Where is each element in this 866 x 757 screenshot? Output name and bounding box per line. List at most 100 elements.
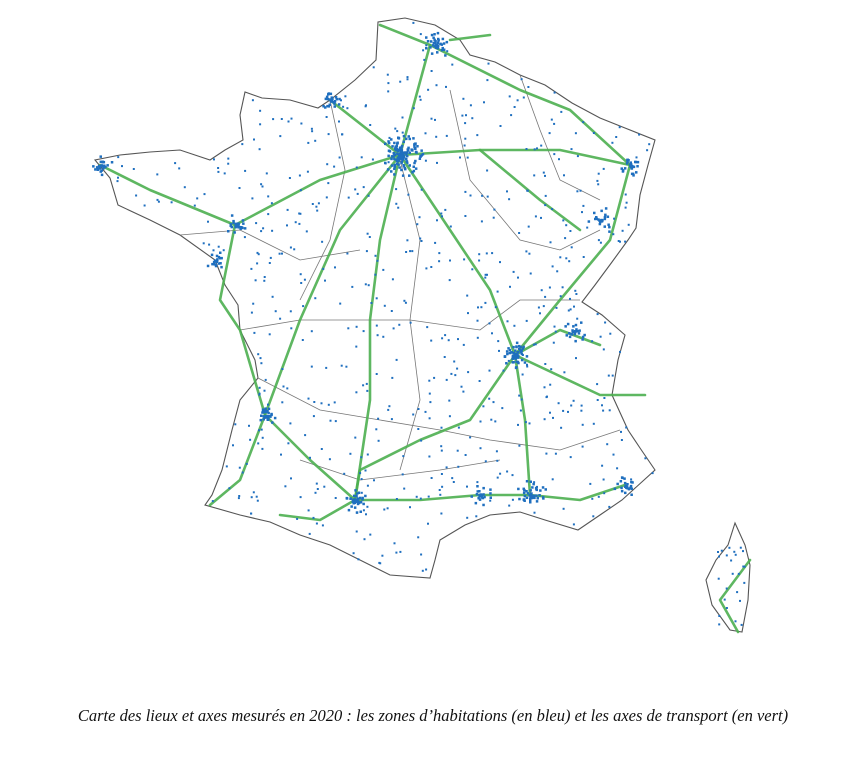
- habitation-zone: [461, 114, 464, 117]
- habitation-zone: [514, 357, 518, 360]
- habitation-zone: [366, 505, 369, 508]
- habitation-zone: [739, 546, 742, 549]
- habitation-zone: [290, 117, 293, 120]
- habitation-zone: [274, 310, 277, 313]
- habitation-zone: [395, 551, 398, 554]
- habitation-zone: [725, 554, 728, 557]
- habitation-zone: [103, 164, 106, 167]
- habitation-zone: [464, 137, 467, 140]
- habitation-zone: [417, 408, 420, 410]
- habitation-zone: [266, 418, 269, 421]
- habitation-zone: [596, 313, 599, 316]
- habitation-zone: [646, 149, 649, 152]
- habitation-zone: [717, 551, 719, 553]
- habitation-zone: [330, 96, 333, 99]
- habitation-zone: [362, 384, 365, 387]
- habitation-zone: [511, 474, 514, 477]
- habitation-zone: [440, 512, 443, 515]
- habitation-zone: [384, 142, 387, 146]
- habitation-zone: [416, 145, 419, 148]
- habitation-zone: [425, 44, 428, 47]
- habitation-zone: [364, 494, 367, 498]
- habitation-zone: [430, 117, 433, 120]
- habitation-zone: [609, 332, 612, 335]
- habitation-zone: [267, 415, 270, 418]
- habitation-zone: [270, 413, 273, 417]
- habitation-zone: [558, 158, 560, 161]
- habitation-zone: [471, 268, 474, 271]
- habitation-zone: [419, 155, 422, 158]
- habitation-zone: [298, 212, 301, 215]
- habitation-zone: [98, 167, 101, 170]
- habitation-zone: [435, 135, 438, 138]
- habitation-zone: [273, 416, 277, 420]
- habitation-zone: [413, 145, 416, 148]
- habitation-zone: [494, 420, 497, 423]
- habitation-zone: [396, 141, 399, 144]
- habitation-zone: [475, 515, 478, 518]
- habitation-zone: [420, 240, 423, 242]
- habitation-zone: [553, 153, 556, 156]
- habitation-zone: [518, 344, 521, 348]
- habitation-zone: [346, 252, 349, 255]
- habitation-zone: [359, 501, 363, 504]
- habitation-zone: [718, 623, 721, 626]
- habitation-zone: [607, 374, 610, 377]
- habitation-zone: [543, 386, 546, 389]
- habitation-zone: [496, 459, 499, 462]
- habitation-zone: [367, 194, 370, 197]
- habitation-zone: [543, 418, 546, 421]
- habitation-zone: [440, 473, 443, 475]
- habitation-zone: [278, 252, 281, 255]
- habitation-zone: [393, 165, 396, 169]
- habitation-zone: [636, 165, 639, 168]
- habitation-zone: [429, 40, 433, 43]
- habitation-zone: [508, 348, 512, 352]
- habitation-zone: [437, 44, 440, 47]
- habitation-zone: [620, 486, 623, 490]
- habitation-zone: [457, 465, 460, 468]
- habitation-zone: [219, 251, 222, 254]
- habitation-zone: [445, 378, 448, 381]
- habitation-zone: [478, 498, 482, 501]
- habitation-zone: [632, 165, 636, 169]
- habitation-zone: [718, 615, 721, 617]
- habitation-zone: [347, 508, 351, 512]
- habitation-zone: [446, 50, 449, 53]
- habitation-zone: [506, 352, 509, 356]
- habitation-zone: [599, 335, 602, 338]
- habitation-zone: [420, 188, 423, 191]
- habitation-zone: [157, 200, 160, 203]
- habitation-zone: [406, 148, 409, 151]
- habitation-zone: [562, 219, 565, 222]
- habitation-zone: [395, 188, 398, 191]
- habitation-zone: [362, 509, 365, 512]
- habitation-zone: [625, 162, 629, 165]
- habitation-zone: [241, 471, 244, 474]
- habitation-zone: [355, 530, 358, 533]
- habitation-zone: [533, 174, 536, 177]
- habitation-zone: [398, 156, 402, 159]
- habitation-zone: [106, 164, 109, 167]
- habitation-zone: [596, 399, 599, 401]
- habitation-zone: [411, 250, 414, 253]
- habitation-zone: [261, 185, 264, 188]
- habitation-zone: [396, 159, 400, 163]
- habitation-zone: [343, 472, 346, 475]
- habitation-zone: [531, 486, 534, 489]
- habitation-zone: [573, 305, 575, 308]
- habitation-zone: [430, 266, 433, 268]
- habitation-zone: [520, 78, 523, 81]
- habitation-zone: [406, 154, 409, 158]
- habitation-zone: [238, 187, 241, 189]
- habitation-zone: [300, 282, 303, 284]
- habitation-zone: [403, 487, 406, 490]
- habitation-zone: [519, 349, 522, 352]
- habitation-zone: [627, 487, 631, 491]
- habitation-zone: [233, 231, 236, 234]
- habitation-zone: [519, 345, 522, 349]
- habitation-zone: [250, 311, 253, 314]
- habitation-zone: [651, 472, 654, 475]
- habitation-zone: [553, 91, 556, 94]
- habitation-zone: [264, 409, 267, 412]
